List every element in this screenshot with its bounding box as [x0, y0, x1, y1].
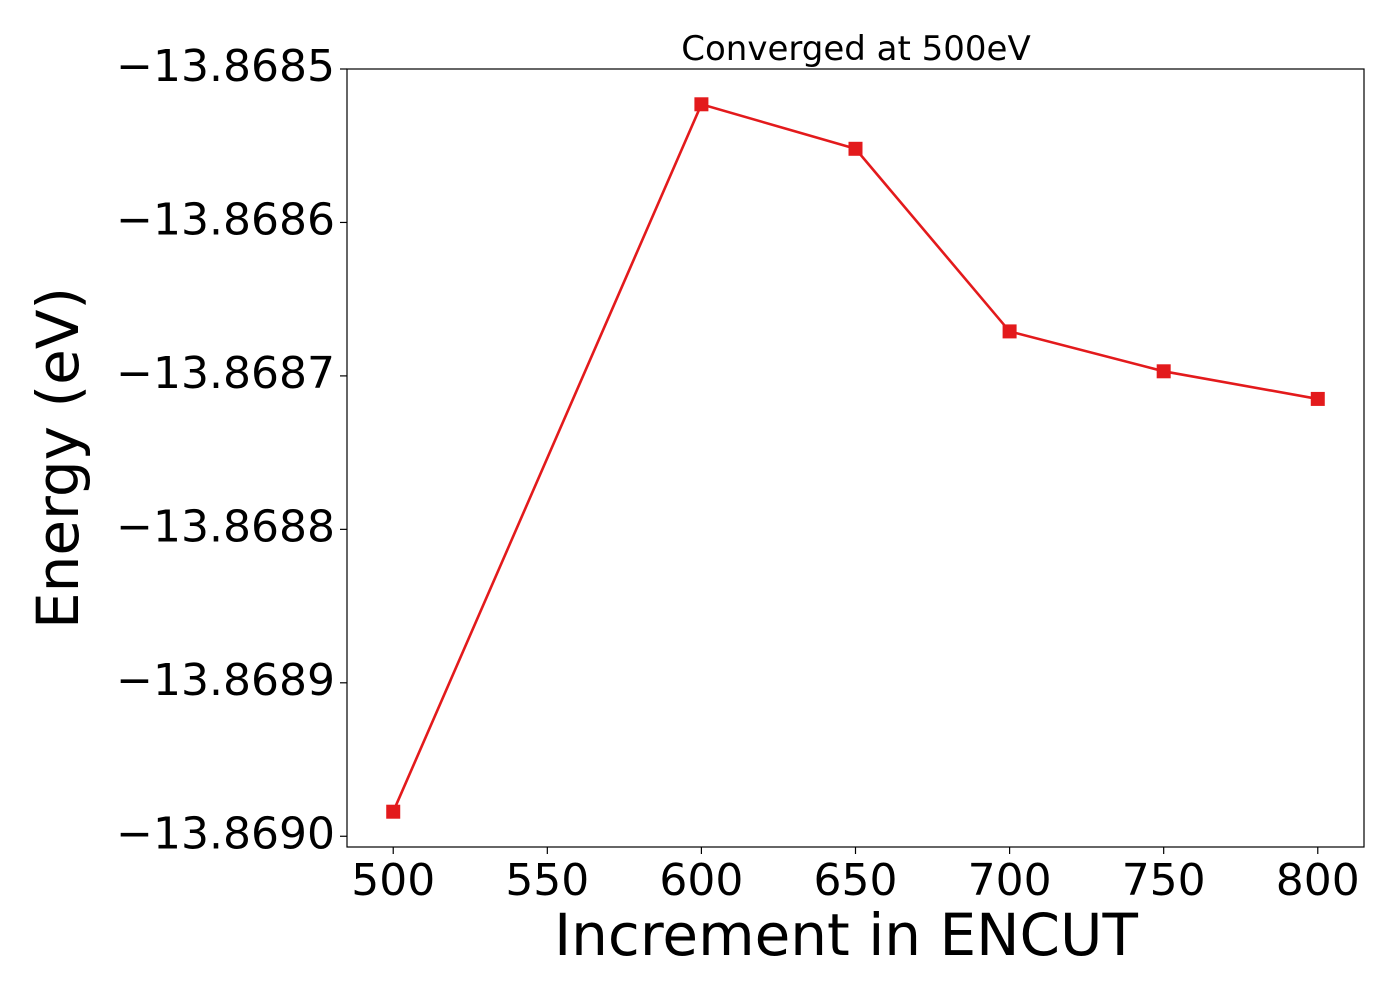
data-point-marker [386, 804, 401, 819]
y-tick-label: −13.8688 [116, 501, 335, 552]
x-tick-label: 700 [968, 855, 1052, 906]
series-layer [386, 97, 1325, 819]
y-tick-label: −13.8685 [116, 41, 335, 92]
data-point-marker [1002, 324, 1017, 339]
y-tick-label: −13.8686 [116, 194, 335, 245]
series-line [392, 102, 1319, 813]
x-tick-label: 600 [659, 855, 743, 906]
x-tick-label: 650 [814, 855, 898, 906]
data-point-marker [1156, 364, 1171, 379]
x-axis-label: Increment in ENCUT [554, 901, 1138, 969]
x-tick-label: 750 [1122, 855, 1206, 906]
x-axis: 500 550 600 650 700 750 800 [351, 847, 1360, 906]
x-tick-label: 550 [505, 855, 589, 906]
x-tick-label: 500 [351, 855, 435, 906]
y-axis-label: Energy (eV) [24, 287, 92, 629]
plot-frame [346, 68, 1365, 848]
y-tick-label: −13.8690 [116, 808, 335, 859]
y-tick-label: −13.8689 [116, 655, 335, 706]
data-point-marker [694, 97, 709, 112]
y-axis: −13.8690 −13.8689 −13.8688 −13.8687 −13.8686… [116, 41, 347, 859]
x-tick-label: 800 [1276, 855, 1360, 906]
data-point-marker [1310, 391, 1325, 406]
data-point-marker [848, 141, 863, 156]
y-tick-label: −13.8687 [116, 348, 335, 399]
chart-title: Converged at 500eV [681, 29, 1030, 69]
